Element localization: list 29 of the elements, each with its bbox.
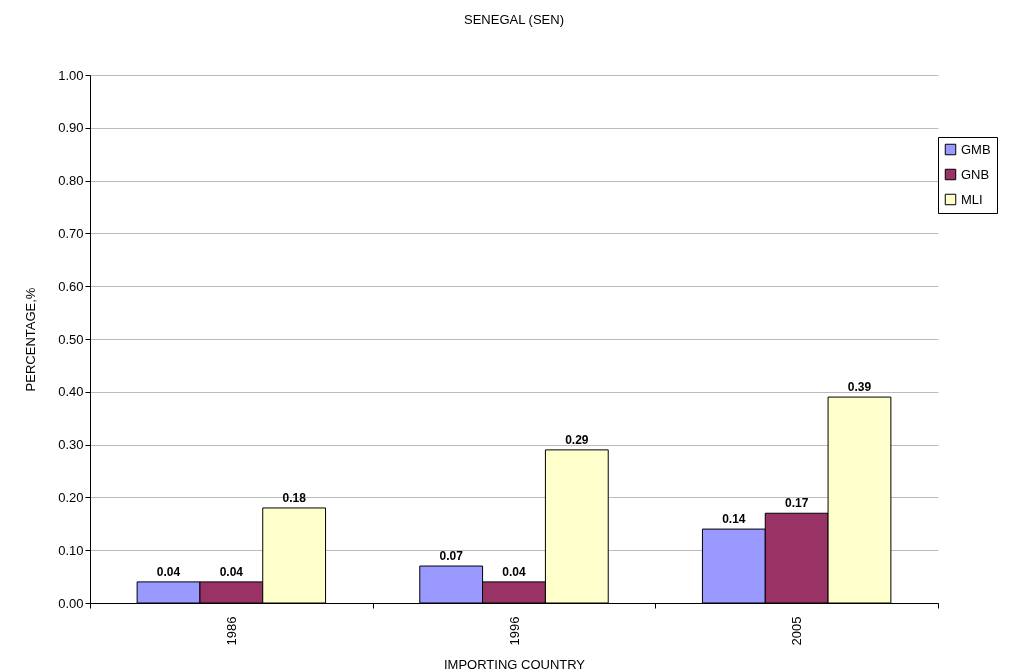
- y-tick-label: 0.30: [58, 437, 84, 453]
- data-label: 0.17: [784, 496, 809, 511]
- y-tick-label: 0.10: [58, 542, 84, 558]
- y-axis-title: PERCENTAGE,%: [23, 287, 39, 392]
- data-label: 0.29: [565, 432, 589, 447]
- data-label: 0.04: [502, 564, 526, 579]
- y-tick-label: 0.90: [58, 120, 84, 136]
- legend-label: MLI: [961, 191, 983, 207]
- y-tick-label: 0.70: [58, 225, 84, 241]
- data-label: 0.04: [156, 564, 181, 579]
- legend-label: GNB: [961, 166, 990, 182]
- data-label: 0.14: [722, 512, 746, 527]
- chart-title: SENEGAL (SEN): [464, 12, 564, 27]
- y-tick-label: 0.00: [58, 595, 84, 611]
- y-tick-label: 0.20: [58, 489, 84, 505]
- x-tick-label: 1986: [223, 616, 239, 646]
- legend-label: GMB: [961, 141, 991, 157]
- y-tick-label: 0.60: [58, 278, 84, 294]
- data-label: 0.04: [219, 564, 244, 579]
- y-tick-label: 0.50: [58, 331, 84, 347]
- x-axis-title: IMPORTING COUNTRY: [443, 657, 586, 672]
- x-tick-label: 1996: [506, 616, 522, 646]
- y-tick-label: 0.40: [58, 384, 84, 400]
- y-tick-label: 1.00: [58, 67, 84, 83]
- y-tick-label: 0.80: [58, 173, 84, 189]
- data-label: 0.07: [439, 549, 464, 564]
- x-tick-label: 2005: [789, 616, 805, 646]
- data-label: 0.18: [282, 490, 307, 505]
- data-label: 0.39: [847, 380, 872, 395]
